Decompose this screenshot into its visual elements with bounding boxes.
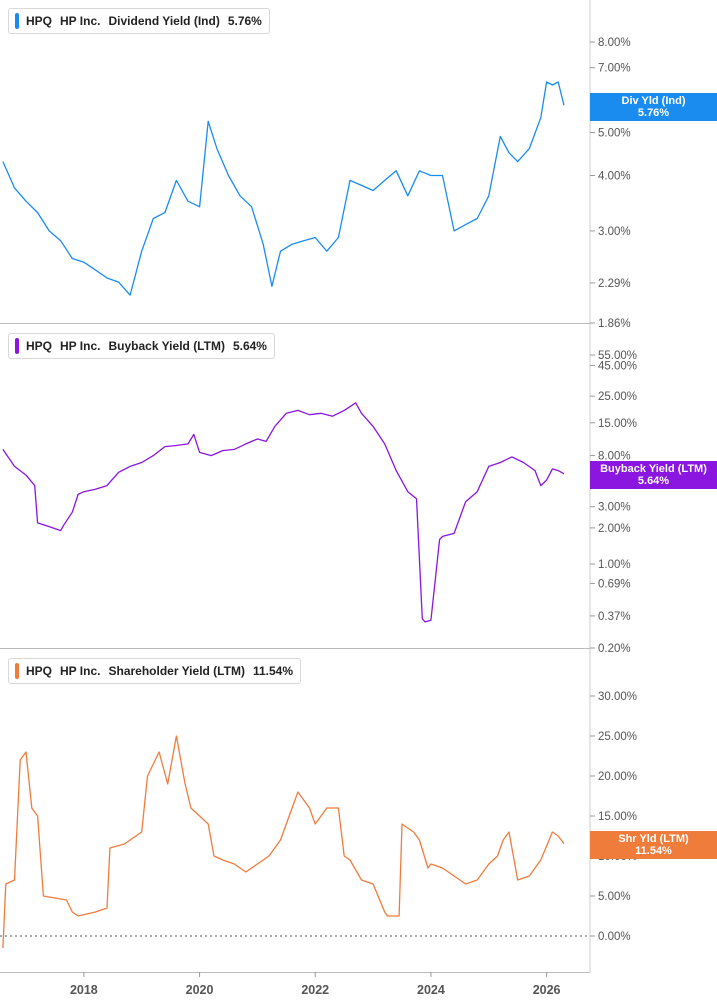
legend-ticker: HPQ <box>26 14 53 28</box>
flag-label: Shr Yld (LTM) <box>618 833 689 845</box>
legend-metric: Dividend Yield (Ind) <box>108 14 220 28</box>
y-tick-label: 0.69% <box>598 578 631 590</box>
x-tick-label: 2022 <box>301 983 329 997</box>
y-tick-label: 25.00% <box>598 391 637 403</box>
y-tick-label: 25.00% <box>598 731 637 743</box>
flag-label: Buyback Yield (LTM) <box>600 463 707 475</box>
last-value-flag-shareholder: Shr Yld (LTM) 11.54% <box>590 831 717 859</box>
series-line-buyback-yield-ltm <box>2 402 565 623</box>
legend-company: HP Inc. <box>60 14 101 28</box>
series-color-swatch <box>15 13 19 29</box>
y-tick-label: 3.00% <box>598 502 631 514</box>
y-tick-label: 1.86% <box>598 318 631 330</box>
x-tick-label: 2018 <box>70 983 98 997</box>
legend-ticker: HPQ <box>26 339 53 353</box>
legend-shareholder-yield[interactable]: HPQ HP Inc. Shareholder Yield (LTM) 11.5… <box>8 658 301 684</box>
legend-ticker: HPQ <box>26 664 53 678</box>
y-tick-label: 7.00% <box>598 63 631 75</box>
legend-value: 11.54% <box>252 664 293 678</box>
flag-value: 11.54% <box>635 845 672 857</box>
legend-dividend-yield[interactable]: HPQ HP Inc. Dividend Yield (Ind) 5.76% <box>8 8 270 34</box>
x-tick-label: 2020 <box>186 983 214 997</box>
legend-company: HP Inc. <box>60 339 101 353</box>
y-tick-label: 4.00% <box>598 171 631 183</box>
x-tick-label: 2024 <box>417 983 445 997</box>
series-color-swatch <box>15 663 19 679</box>
series-line-dividend-yield-ind <box>2 81 565 296</box>
y-tick-label: 15.00% <box>598 418 637 430</box>
legend-value: 5.76% <box>227 14 262 28</box>
y-tick-label: 0.37% <box>598 611 631 623</box>
y-tick-label: 0.00% <box>598 931 631 943</box>
legend-buyback-yield[interactable]: HPQ HP Inc. Buyback Yield (LTM) 5.64% <box>8 333 275 359</box>
flag-value: 5.64% <box>637 475 670 487</box>
y-tick-label: 8.00% <box>598 451 631 463</box>
y-tick-label: 20.00% <box>598 771 637 783</box>
y-tick-label: 5.00% <box>598 891 631 903</box>
last-value-flag-dividend: Div Yld (Ind) 5.76% <box>590 93 717 121</box>
y-tick-label: 2.00% <box>598 523 631 535</box>
y-tick-label: 55.00% <box>598 350 637 362</box>
y-tick-label: 45.00% <box>598 360 637 372</box>
y-tick-label: 2.29% <box>598 278 631 290</box>
x-tick-label: 2026 <box>533 983 561 997</box>
legend-value: 5.64% <box>232 339 267 353</box>
legend-metric: Buyback Yield (LTM) <box>108 339 225 353</box>
last-value-flag-buyback: Buyback Yield (LTM) 5.64% <box>590 461 717 489</box>
y-tick-label: 3.00% <box>598 226 631 238</box>
y-tick-label: 15.00% <box>598 811 637 823</box>
y-tick-label: 8.00% <box>598 37 631 49</box>
series-line-shareholder-yield-ltm <box>2 735 565 949</box>
series-color-swatch <box>15 338 19 354</box>
y-tick-label: 1.00% <box>598 559 631 571</box>
legend-company: HP Inc. <box>60 664 101 678</box>
flag-value: 5.76% <box>637 107 670 119</box>
flag-label: Div Yld (Ind) <box>621 95 686 107</box>
y-tick-label: 30.00% <box>598 691 637 703</box>
y-tick-label: 5.00% <box>598 128 631 140</box>
y-tick-label: 0.20% <box>598 643 631 655</box>
legend-metric: Shareholder Yield (LTM) <box>108 664 245 678</box>
